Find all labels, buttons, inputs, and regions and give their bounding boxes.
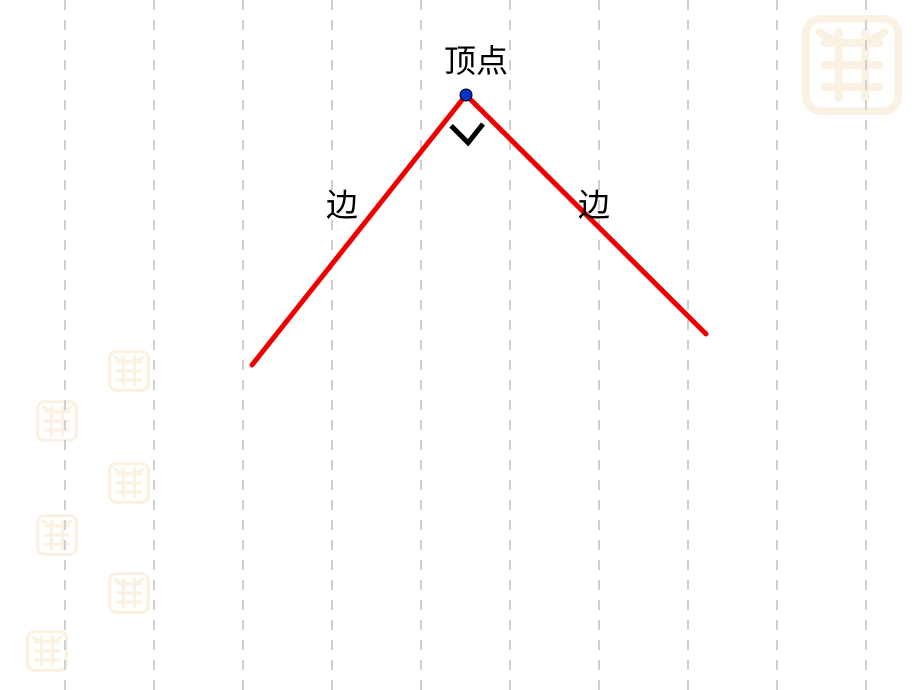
angle-figure — [252, 89, 706, 365]
vertex-label: 顶点 — [444, 36, 508, 82]
diagram-canvas — [0, 0, 920, 690]
right-angle-marker — [451, 124, 483, 143]
vertex-dot — [460, 89, 472, 101]
left-edge-label: 边 — [326, 180, 358, 226]
right-edge-label: 边 — [578, 180, 610, 226]
left-edge-line — [252, 95, 466, 365]
grid-lines — [65, 0, 866, 690]
